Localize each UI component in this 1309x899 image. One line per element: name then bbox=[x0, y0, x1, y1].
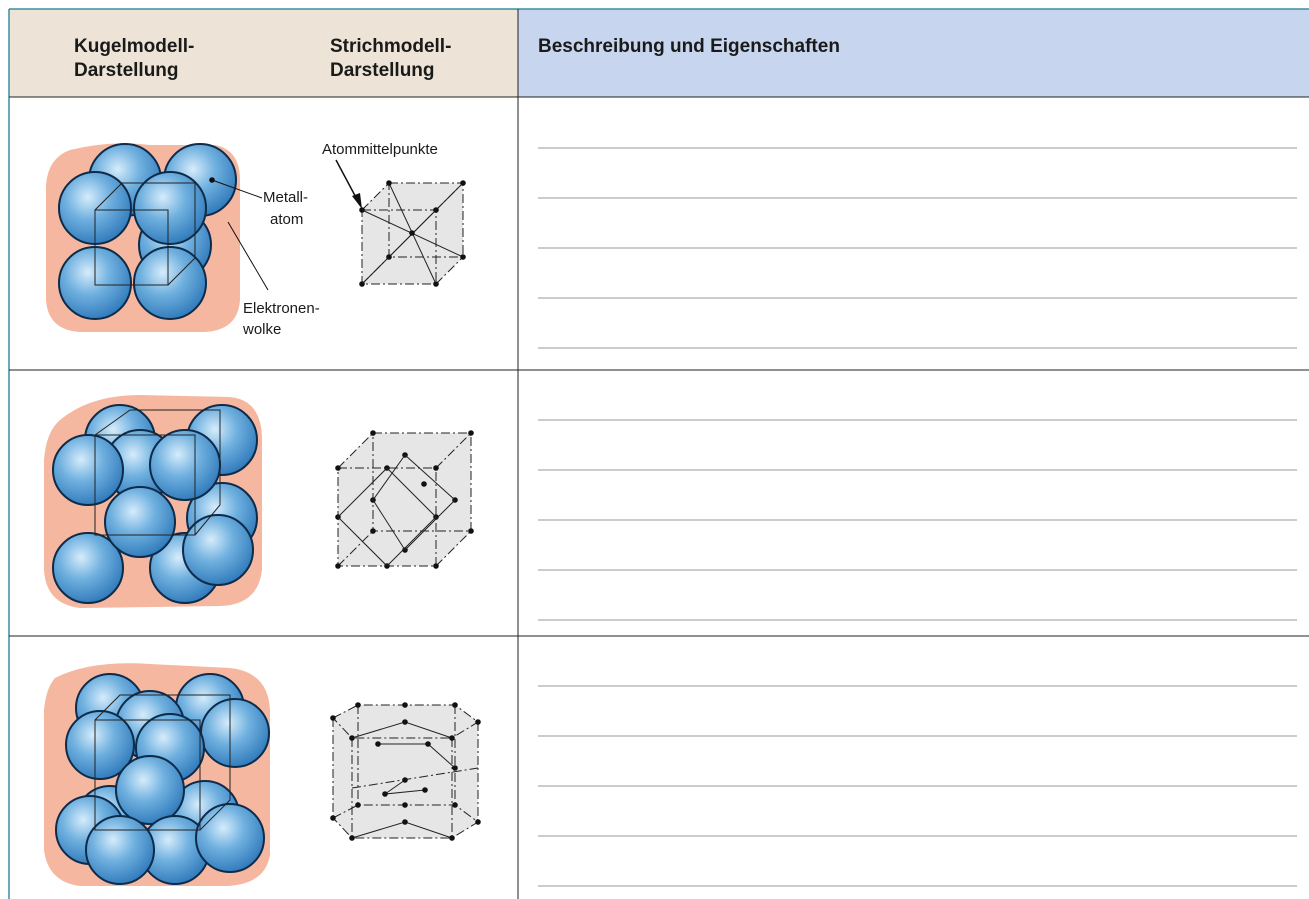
illustrations bbox=[44, 143, 1297, 887]
diagonal bbox=[386, 516, 437, 567]
diagonal bbox=[337, 467, 388, 518]
atom-center bbox=[402, 819, 408, 825]
diagonal bbox=[404, 454, 456, 501]
label: atom bbox=[270, 211, 303, 228]
header-text: Darstellung bbox=[74, 60, 179, 81]
atom-center bbox=[475, 719, 481, 725]
atom-center bbox=[355, 802, 361, 808]
atom bbox=[182, 514, 254, 586]
atom-center bbox=[468, 528, 474, 534]
atom-center bbox=[402, 802, 408, 808]
leader-line bbox=[227, 221, 269, 291]
atom bbox=[115, 755, 185, 825]
atom-center bbox=[421, 481, 427, 487]
cell-edge bbox=[435, 432, 472, 469]
atom-center bbox=[330, 815, 336, 821]
atom-center bbox=[422, 787, 428, 793]
atom-center bbox=[402, 719, 408, 725]
atom bbox=[200, 698, 270, 768]
atom-center bbox=[460, 254, 466, 260]
diagonal bbox=[404, 499, 456, 551]
atom-center bbox=[402, 702, 408, 708]
atom-center bbox=[386, 180, 392, 186]
atom-center bbox=[355, 702, 361, 708]
cell-edge bbox=[435, 530, 472, 567]
cell-edge bbox=[337, 432, 374, 469]
header-text: Strichmodell- bbox=[330, 36, 451, 57]
atom bbox=[52, 532, 124, 604]
atom-center bbox=[460, 180, 466, 186]
diagonal bbox=[372, 454, 406, 501]
atom-center bbox=[349, 735, 355, 741]
atom-center bbox=[475, 819, 481, 825]
atom-center bbox=[449, 835, 455, 841]
arrow-head bbox=[352, 193, 362, 209]
atom bbox=[85, 815, 155, 885]
atom-center bbox=[370, 528, 376, 534]
atom-center bbox=[209, 177, 215, 183]
cell-edge bbox=[435, 256, 464, 285]
label: wolke bbox=[242, 321, 281, 338]
lattice-line bbox=[94, 409, 221, 536]
header-text: Kugelmodell- bbox=[74, 36, 194, 57]
atom bbox=[104, 486, 176, 558]
atom bbox=[133, 171, 207, 245]
atom-center bbox=[449, 735, 455, 741]
lattice-line bbox=[94, 182, 196, 286]
atom-center bbox=[452, 802, 458, 808]
atom-center bbox=[359, 281, 365, 287]
atom-center bbox=[433, 281, 439, 287]
header-cell bbox=[9, 9, 518, 97]
atom-center bbox=[382, 791, 388, 797]
atom-center bbox=[433, 207, 439, 213]
cell-edge bbox=[361, 182, 390, 211]
atom-center bbox=[433, 465, 439, 471]
atom-center bbox=[468, 430, 474, 436]
atom bbox=[65, 710, 135, 780]
diagonal bbox=[337, 516, 388, 567]
atom-center bbox=[335, 465, 341, 471]
atom bbox=[195, 803, 265, 873]
lattice-line bbox=[94, 694, 231, 831]
header-text: Beschreibung und Eigenschaften bbox=[538, 36, 840, 57]
label: Elektronen- bbox=[243, 300, 320, 317]
atom-center bbox=[452, 702, 458, 708]
atom-center bbox=[335, 563, 341, 569]
atom-center bbox=[425, 741, 431, 747]
atom-center bbox=[433, 563, 439, 569]
atom-center bbox=[359, 207, 365, 213]
atom-center bbox=[349, 835, 355, 841]
atom-center bbox=[452, 765, 458, 771]
atom-center bbox=[370, 430, 376, 436]
leader-line bbox=[211, 179, 263, 199]
atom-center bbox=[330, 715, 336, 721]
atom bbox=[149, 429, 221, 501]
header-text: Darstellung bbox=[330, 60, 435, 81]
cell-edge bbox=[351, 767, 479, 789]
atom bbox=[52, 434, 124, 506]
atom-center bbox=[402, 777, 408, 783]
label: Metall- bbox=[263, 189, 308, 206]
cell-edge bbox=[337, 530, 374, 567]
diagonal bbox=[372, 499, 406, 551]
atom-center bbox=[375, 741, 381, 747]
label: Atommittelpunkte bbox=[322, 141, 438, 158]
atom-center bbox=[386, 254, 392, 260]
atom-center bbox=[409, 230, 415, 236]
diagonal bbox=[386, 467, 437, 518]
header-cell bbox=[518, 9, 1309, 97]
